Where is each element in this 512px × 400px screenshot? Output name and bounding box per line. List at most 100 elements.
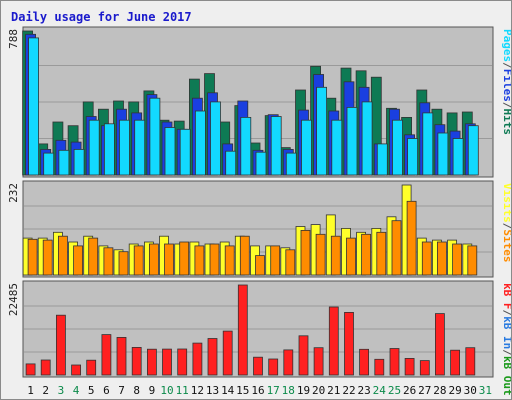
bar-pages-day-24 <box>376 143 388 176</box>
day-label-9: 9 <box>149 384 156 397</box>
bar-pages-day-1 <box>28 37 40 176</box>
bar-pages-day-19 <box>301 119 312 176</box>
bar-sites-day-23 <box>361 233 372 276</box>
bar-pages-day-18 <box>285 152 297 176</box>
day-label-2: 2 <box>42 384 49 397</box>
day-label-4: 4 <box>73 384 80 397</box>
day-label-25: 25 <box>388 384 401 397</box>
bar-kb-f-day-18 <box>283 349 294 376</box>
day-label-27: 27 <box>418 384 431 397</box>
bar-kb-f-day-6 <box>101 334 112 376</box>
bar-kb-f-day-11 <box>177 348 188 376</box>
legend-entry: / <box>501 349 511 356</box>
bar-pages-day-7 <box>119 119 130 176</box>
bar-sites-day-3 <box>58 235 68 276</box>
day-label-28: 28 <box>433 384 446 397</box>
day-label-18: 18 <box>282 384 295 397</box>
day-label-1: 1 <box>27 384 34 397</box>
day-label-12: 12 <box>191 384 204 397</box>
bar-kb-f-day-26 <box>404 357 415 376</box>
bar-sites-day-26 <box>406 200 417 276</box>
day-label-21: 21 <box>327 384 340 397</box>
panel-visits-sites: 232 Visits/Sites <box>7 180 511 278</box>
legend-entry: kB Out <box>501 356 511 396</box>
bar-kb-f-day-8 <box>131 346 142 376</box>
bar-pages-day-13 <box>210 101 221 176</box>
chart-title: Daily usage for June 2017 <box>11 10 192 24</box>
bar-kb-f-day-1 <box>25 363 36 376</box>
bar-kb-f-day-24 <box>374 358 385 376</box>
bar-pages-day-28 <box>437 132 449 176</box>
legend-entry: / <box>501 223 511 230</box>
y-axis-max-label: 232 <box>7 183 20 203</box>
legend-kb: kB F/kB In/kB Out <box>501 283 511 396</box>
bar-sites-day-28 <box>436 241 447 276</box>
bar-kb-f-day-13 <box>207 338 218 376</box>
day-label-16: 16 <box>251 384 264 397</box>
day-label-29: 29 <box>448 384 461 397</box>
bar-kb-f-day-29 <box>450 349 461 376</box>
day-label-22: 22 <box>342 384 355 397</box>
bar-pages-day-29 <box>452 138 464 176</box>
bar-sites-day-27 <box>421 241 432 276</box>
legend-entry: / <box>501 62 511 69</box>
legend-entry: Pages <box>501 29 511 62</box>
bar-pages-day-25 <box>392 119 403 176</box>
bar-sites-day-1 <box>27 238 38 276</box>
legend-visits-sites: Visits/Sites <box>501 183 511 263</box>
bar-pages-day-2 <box>43 152 55 176</box>
day-label-15: 15 <box>236 384 249 397</box>
legend-hits-files-pages: Pages/Files/Hits <box>501 29 511 135</box>
bar-kb-f-day-22 <box>344 311 354 376</box>
bar-kb-f-day-3 <box>56 314 66 376</box>
bar-pages-day-17 <box>270 116 282 176</box>
bar-kb-f-day-20 <box>313 347 324 376</box>
day-label-13: 13 <box>206 384 219 397</box>
bar-pages-day-4 <box>73 148 85 176</box>
bar-pages-day-22 <box>346 107 358 176</box>
legend-entry: Sites <box>501 229 511 262</box>
legend-entry: kB In <box>501 316 511 349</box>
bar-pages-day-10 <box>164 127 176 176</box>
bar-sites-day-18 <box>285 249 296 276</box>
bar-pages-day-9 <box>149 97 161 176</box>
day-label-23: 23 <box>357 384 370 397</box>
bar-kb-f-day-4 <box>71 364 81 376</box>
bar-sites-day-11 <box>179 241 190 276</box>
day-label-10: 10 <box>160 384 173 397</box>
bar-sites-day-12 <box>194 245 205 276</box>
legend-entry: / <box>501 310 511 317</box>
day-label-19: 19 <box>297 384 310 397</box>
day-label-6: 6 <box>103 384 110 397</box>
bar-sites-day-8 <box>133 245 144 276</box>
bar-kb-f-day-21 <box>328 306 339 376</box>
day-label-5: 5 <box>88 384 95 397</box>
day-label-7: 7 <box>118 384 125 397</box>
bar-kb-f-day-23 <box>359 348 370 376</box>
legend-entry: kB F <box>501 283 511 310</box>
bar-pages-day-30 <box>467 125 479 176</box>
legend-entry: Files <box>501 69 511 102</box>
bar-kb-f-day-9 <box>146 348 157 376</box>
bar-sites-day-30 <box>467 245 478 276</box>
bar-kb-f-day-28 <box>434 313 445 376</box>
day-label-11: 11 <box>176 384 189 397</box>
bar-pages-day-15 <box>240 117 252 176</box>
bar-kb-f-day-27 <box>419 360 430 376</box>
bar-sites-day-2 <box>42 239 53 276</box>
bar-kb-f-day-7 <box>116 336 127 376</box>
y-axis-max-label: 788 <box>7 29 20 49</box>
day-label-17: 17 <box>267 384 280 397</box>
bar-pages-day-21 <box>331 119 343 176</box>
bar-pages-day-20 <box>316 86 328 176</box>
bar-kb-f-day-25 <box>389 348 400 376</box>
bar-kb-f-day-30 <box>465 347 476 376</box>
day-label-26: 26 <box>403 384 416 397</box>
legend-entry: Hits <box>501 109 511 136</box>
bar-sites-day-21 <box>330 235 341 276</box>
bar-kb-f-day-17 <box>268 358 279 376</box>
bar-kb-f-day-2 <box>40 359 51 376</box>
